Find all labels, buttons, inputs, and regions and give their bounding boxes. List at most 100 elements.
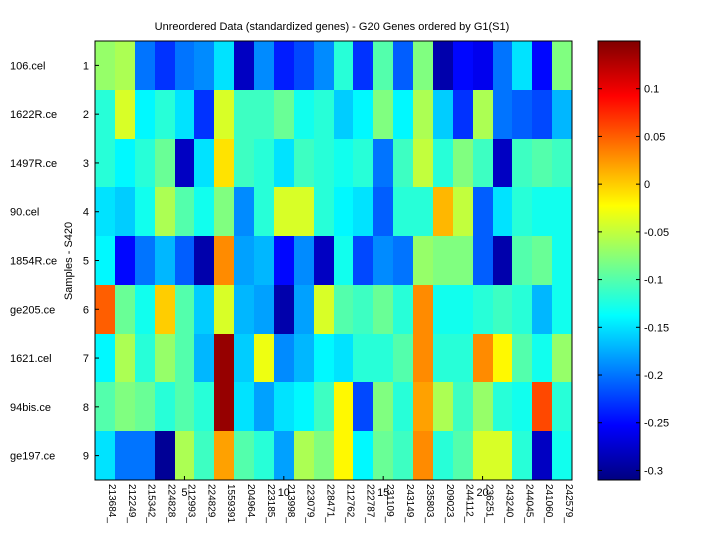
heatmap-cell-r5-c7 (214, 236, 234, 285)
heatmap-cell-r9-c24 (552, 431, 572, 480)
heatmap-cell-r8-c8 (234, 382, 254, 431)
heatmap-cell-r3-c10 (274, 139, 294, 187)
row-label: 106.cel (10, 60, 45, 72)
heatmap-cell-r8-c10 (274, 382, 294, 431)
heatmap-cell-r8-c2 (115, 382, 135, 431)
heatmap-cell-r9-c10 (274, 431, 294, 480)
row-tick-label: 7 (83, 353, 89, 365)
heatmap-cell-r4-c24 (552, 187, 572, 236)
heatmap-cell-r5-c14 (353, 236, 373, 285)
column-label: 241060_ (543, 484, 554, 523)
heatmap-cell-r1-c21 (493, 41, 512, 90)
heatmap-cell-r6-c12 (314, 285, 334, 334)
heatmap-cell-r4-c14 (353, 187, 373, 236)
heatmap-cell-r4-c21 (493, 187, 512, 236)
heatmap-cell-r8-c20 (473, 382, 493, 431)
heatmap-cell-r8-c17 (413, 382, 433, 431)
heatmap-cell-r3-c14 (353, 139, 373, 187)
heatmap-cell-r4-c5 (175, 187, 194, 236)
heatmap-cell-r3-c7 (214, 139, 234, 187)
heatmap-cell-r4-c17 (413, 187, 433, 236)
colorbar-frame (597, 40, 641, 481)
heatmap-cell-r2-c21 (493, 90, 512, 139)
heatmap-cell-r7-c16 (393, 334, 413, 382)
heatmap-cell-r3-c23 (532, 139, 552, 187)
heatmap-cell-r2-c8 (234, 90, 254, 139)
row-tick-label: 4 (83, 207, 89, 219)
heatmap-cell-r2-c9 (254, 90, 274, 139)
heatmap-cell-r2-c7 (214, 90, 234, 139)
heatmap-cell-r9-c7 (214, 431, 234, 480)
heatmap-cell-r6-c4 (155, 285, 175, 334)
heatmap-cell-r9-c23 (532, 431, 552, 480)
heatmap-cell-r3-c22 (512, 139, 532, 187)
heatmap-cell-r1-c10 (274, 41, 294, 90)
heatmap-cell-r6-c16 (393, 285, 413, 334)
heatmap-cell-r5-c18 (433, 236, 453, 285)
heatmap-cell-r2-c18 (433, 90, 453, 139)
colorbar-tick-label: 0.1 (644, 84, 659, 96)
heatmap-cell-r7-c22 (512, 334, 532, 382)
heatmap-cell-r8-c5 (175, 382, 194, 431)
heatmap-cell-r7-c1 (95, 334, 115, 382)
heatmap-cell-r1-c15 (373, 41, 393, 90)
heatmap-cell-r5-c17 (413, 236, 433, 285)
column-label: 204964_ (245, 484, 256, 523)
row-tick-label: 1 (83, 60, 89, 72)
heatmap-cell-r4-c23 (532, 187, 552, 236)
heatmap-cell-r1-c16 (393, 41, 413, 90)
heatmap-cell-r3-c2 (115, 139, 135, 187)
heatmap-cell-r4-c8 (234, 187, 254, 236)
heatmap-cell-r9-c20 (473, 431, 493, 480)
heatmap-cell-r6-c15 (373, 285, 393, 334)
heatmap-cell-r4-c7 (214, 187, 234, 236)
heatmap-cell-r7-c9 (254, 334, 274, 382)
heatmap-cell-r8-c4 (155, 382, 175, 431)
heatmap-cell-r9-c13 (334, 431, 353, 480)
heatmap-cell-r1-c7 (214, 41, 234, 90)
heatmap-cell-r9-c11 (294, 431, 314, 480)
heatmap-cell-r7-c14 (353, 334, 373, 382)
heatmap-cell-r9-c8 (234, 431, 254, 480)
column-label: 243149_ (404, 484, 415, 523)
heatmap-cell-r7-c18 (433, 334, 453, 382)
heatmap-cell-r2-c11 (294, 90, 314, 139)
row-tick-label: 5 (83, 256, 89, 268)
heatmap-cell-r3-c15 (373, 139, 393, 187)
heatmap-cell-r1-c13 (334, 41, 353, 90)
heatmap-cell-r8-c16 (393, 382, 413, 431)
heatmap-cell-r4-c20 (473, 187, 493, 236)
heatmap-cell-r5-c21 (493, 236, 512, 285)
heatmap-cell-r8-c24 (552, 382, 572, 431)
heatmap-cell-r2-c22 (512, 90, 532, 139)
colorbar-tick-label: -0.25 (644, 418, 669, 430)
heatmap-cell-r5-c19 (453, 236, 473, 285)
heatmap-cell-r4-c3 (135, 187, 155, 236)
heatmap-cell-r6-c20 (473, 285, 493, 334)
heatmap-cell-r2-c14 (353, 90, 373, 139)
heatmap-cell-r3-c9 (254, 139, 274, 187)
heatmap-cell-r7-c10 (274, 334, 294, 382)
heatmap-cell-r4-c6 (194, 187, 214, 236)
column-label: 224829_ (205, 484, 216, 523)
row-label: ge197.ce (10, 451, 55, 463)
heatmap-cell-r5-c13 (334, 236, 353, 285)
colorbar-ticks: 0.1 0.05 0 -0.05 -0.1 -0.15 -0.2 -0.25 -0.3 (598, 84, 669, 477)
heatmap-cell-r6-c6 (194, 285, 214, 334)
column-label: 213998_ (285, 484, 296, 523)
heatmap-cell-r4-c4 (155, 187, 175, 236)
heatmap-cell-r7-c13 (334, 334, 353, 382)
heatmap-cell-r4-c10 (274, 187, 294, 236)
column-ticks: 5 10 15 20 (181, 476, 489, 499)
column-label: 209023_ (444, 484, 455, 523)
heatmap-cell-r3-c8 (234, 139, 254, 187)
heatmap-cell-r8-c1 (95, 382, 115, 431)
row-tick-label: 2 (83, 109, 89, 121)
heatmap-cell-r6-c13 (334, 285, 353, 334)
heatmap-cell-r1-c1 (95, 41, 115, 90)
y-axis-label: Samples - S420 (63, 222, 75, 300)
row-ticks: 1 2 3 4 5 6 7 8 9 (83, 60, 99, 463)
heatmap-cell-r6-c18 (433, 285, 453, 334)
heatmap-cell-r5-c6 (194, 236, 214, 285)
